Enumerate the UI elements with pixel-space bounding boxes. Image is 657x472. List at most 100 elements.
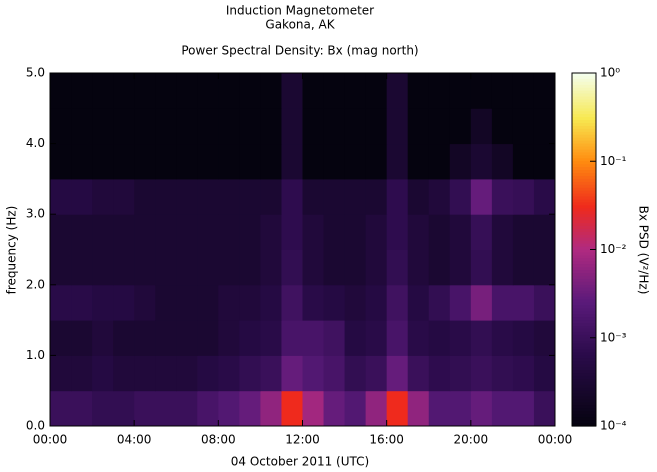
heat-cell <box>260 355 282 392</box>
heat-cell <box>113 355 135 392</box>
colorbar-segment <box>572 175 596 180</box>
colorbar-segment <box>572 87 596 92</box>
heat-cell <box>323 355 346 392</box>
heat-cell <box>407 284 430 321</box>
heat-cell <box>92 178 114 215</box>
colorbar-segment <box>572 399 596 404</box>
colorbar-segment <box>572 158 596 162</box>
heat-cell <box>134 143 156 180</box>
heat-cell <box>197 178 219 215</box>
heat-cell <box>281 249 303 286</box>
heat-cell <box>428 178 451 215</box>
heat-cell <box>386 355 409 392</box>
colorbar-segment <box>572 123 596 127</box>
heat-cell <box>344 178 367 215</box>
colorbar-segment <box>572 81 596 86</box>
colorbar-tick-label: 10⁻³ <box>600 330 627 344</box>
heat-cell <box>449 108 472 145</box>
colorbar-segment <box>572 111 596 115</box>
colorbar-tick-label: 10⁻¹ <box>600 154 627 168</box>
heat-cell <box>113 73 135 109</box>
heat-cell <box>512 390 535 427</box>
heat-cell <box>428 108 451 145</box>
colorbar-segment <box>572 373 596 377</box>
colorbar-segment <box>572 293 596 298</box>
chart-subtitle: Gakona, AK <box>265 18 335 32</box>
y-tick-label: 3.0 <box>26 207 45 221</box>
heat-cell <box>71 320 93 356</box>
colorbar-segment <box>572 367 596 371</box>
colorbar-segment <box>572 278 596 283</box>
heat-cell <box>302 178 325 215</box>
heat-cell <box>407 143 430 180</box>
heat-cell <box>281 108 303 145</box>
heat-cell <box>71 143 93 180</box>
heat-cell <box>491 108 514 145</box>
colorbar-segment <box>572 349 596 354</box>
heat-cell <box>323 390 346 427</box>
heat-cell <box>50 214 72 250</box>
x-tick-label: 00:00 <box>33 433 68 447</box>
heat-cell <box>323 320 346 356</box>
colorbar-segment <box>572 220 596 224</box>
colorbar-segment <box>572 228 596 233</box>
heat-cell <box>512 108 535 145</box>
heat-cell <box>260 249 282 286</box>
colorbar-segment <box>572 328 596 333</box>
heat-cell <box>155 108 177 145</box>
heat-cell <box>113 143 135 180</box>
y-tick-label: 5.0 <box>26 66 45 80</box>
heat-cell <box>176 284 198 321</box>
colorbar-segment <box>572 117 596 121</box>
heat-cell <box>386 178 409 215</box>
colorbar-segment <box>572 346 596 351</box>
colorbar-segment <box>572 193 596 198</box>
heat-cell <box>134 320 156 356</box>
heat-cell <box>50 178 72 215</box>
colorbar-segment <box>572 155 596 159</box>
heat-cell <box>113 214 135 250</box>
heat-cell <box>302 320 325 356</box>
colorbar-segment <box>572 375 596 380</box>
heat-cell <box>407 355 430 392</box>
heat-cell <box>323 178 346 215</box>
colorbar-segment <box>572 237 596 242</box>
heat-cell <box>470 249 493 286</box>
heat-cell <box>113 320 135 356</box>
heat-cell <box>176 214 198 250</box>
heat-cell <box>176 355 198 392</box>
heat-cell <box>512 249 535 286</box>
colorbar-segment <box>572 152 596 156</box>
heat-cell <box>155 320 177 356</box>
colorbar-segment <box>572 405 596 409</box>
colorbar-segment <box>572 246 596 251</box>
colorbar-segment <box>572 311 596 315</box>
heat-cell <box>113 249 135 286</box>
colorbar-segment <box>572 343 596 348</box>
x-axis-label: 04 October 2011 (UTC) <box>231 455 369 469</box>
heat-cell <box>218 390 240 427</box>
heat-cell <box>344 73 367 109</box>
heat-cell <box>470 178 493 215</box>
heat-cell <box>113 178 135 215</box>
heat-cell <box>260 284 282 321</box>
heat-cell <box>71 249 93 286</box>
colorbar-segment <box>572 355 596 359</box>
heat-cell <box>302 390 325 427</box>
heat-cell <box>470 355 493 392</box>
heat-cell <box>365 108 388 145</box>
heat-cell <box>134 284 156 321</box>
heat-cell <box>260 73 282 109</box>
colorbar-segment <box>572 102 596 106</box>
heat-cell <box>344 249 367 286</box>
heat-cell <box>134 178 156 215</box>
heat-cell <box>470 320 493 356</box>
colorbar-segment <box>572 275 596 280</box>
heat-cell <box>344 143 367 180</box>
colorbar-segment <box>572 84 596 89</box>
colorbar-segment <box>572 290 596 295</box>
heat-cell <box>155 284 177 321</box>
heat-cell <box>365 320 388 356</box>
heat-cell <box>92 390 114 427</box>
